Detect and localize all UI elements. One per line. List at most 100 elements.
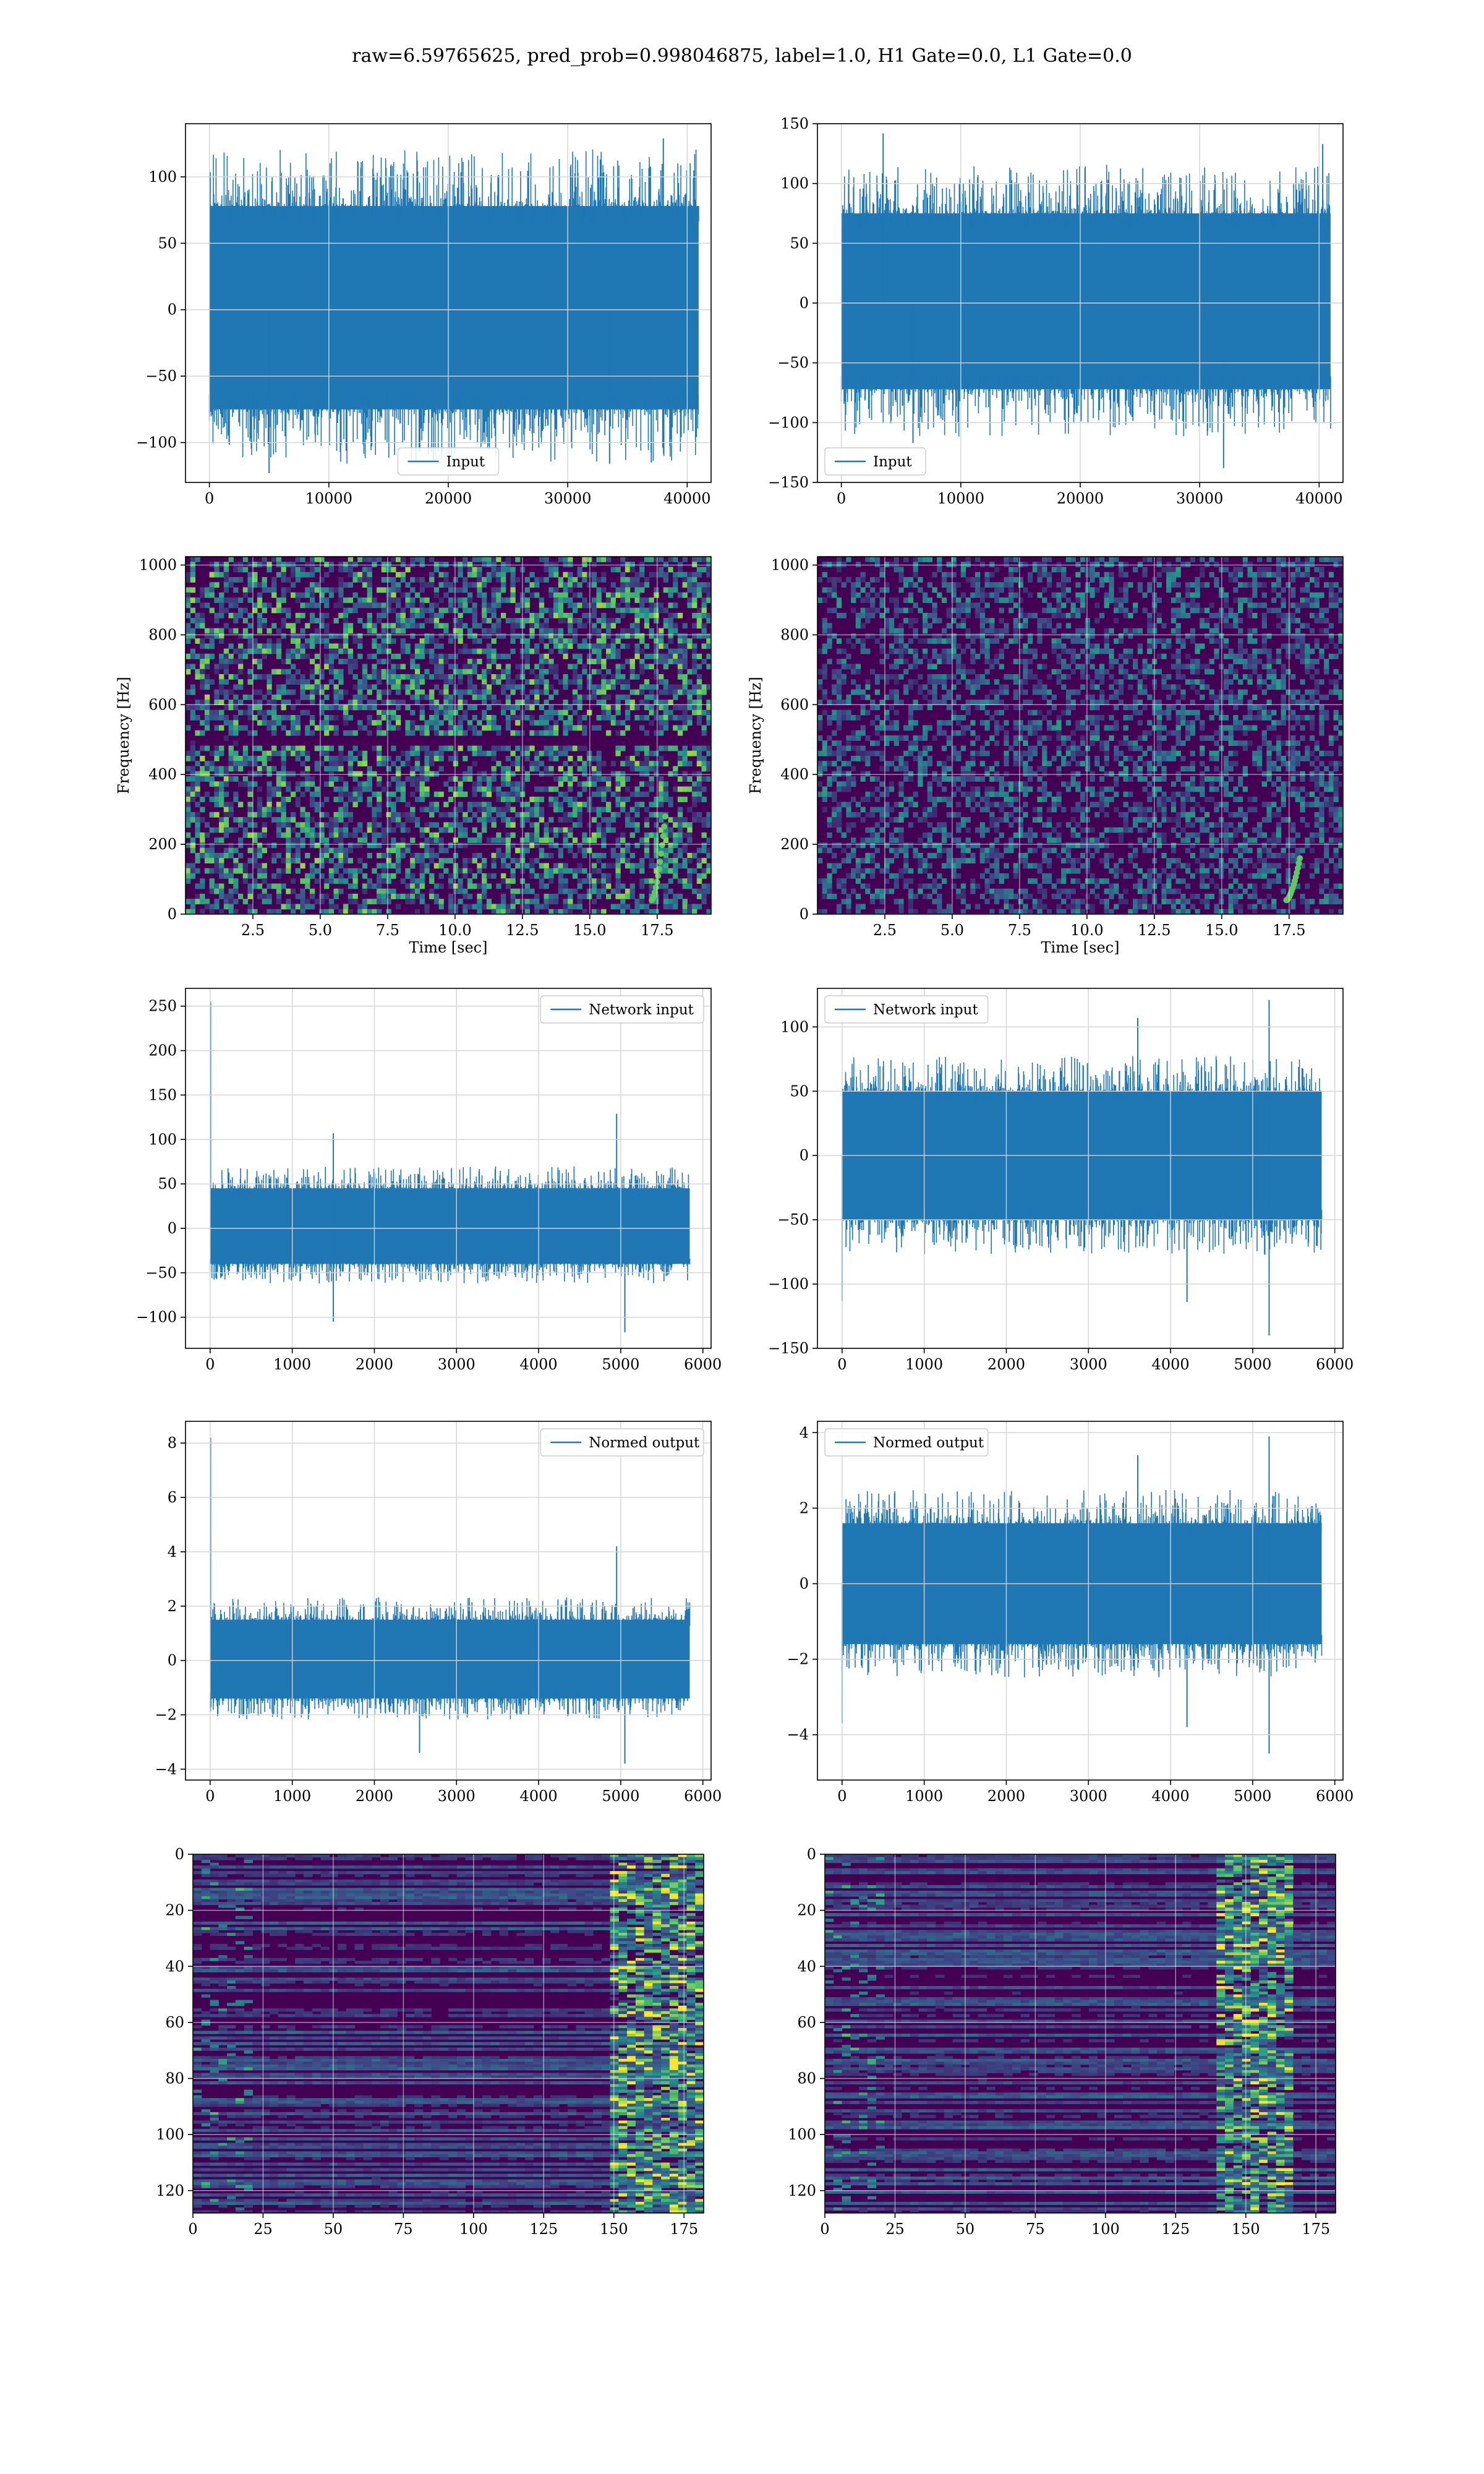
heatmap-cell: [381, 700, 387, 706]
heatmap-cell: [453, 669, 459, 675]
heatmap-cell: [677, 684, 683, 690]
heatmap-cell: [860, 623, 866, 629]
heatmap-cell: [644, 714, 650, 721]
heatmap-cell: [276, 909, 282, 914]
heatmap-cell: [328, 868, 335, 874]
heatmap-cell: [577, 694, 582, 700]
heatmap-cell: [706, 700, 711, 706]
heatmap-cell: [568, 909, 573, 914]
heatmap-cell: [472, 623, 477, 629]
heatmap-cell: [601, 587, 607, 593]
heatmap-cell: [620, 674, 626, 680]
heatmap-cell: [472, 873, 477, 879]
heatmap-cell: [1142, 567, 1148, 573]
heatmap-cell: [505, 562, 511, 568]
heatmap-cell: [654, 802, 659, 808]
heatmap-cell: [491, 638, 497, 644]
heatmap-cell: [309, 797, 315, 802]
heatmap-cell: [682, 571, 688, 578]
heatmap-cell: [1204, 562, 1210, 568]
heatmap-cell: [1042, 571, 1047, 578]
heatmap-cell: [1242, 582, 1248, 588]
heatmap-cell: [381, 709, 387, 716]
heatmap-cell: [682, 648, 688, 654]
heatmap-cell: [438, 750, 444, 756]
heatmap-cell: [367, 597, 372, 603]
heatmap-cell: [477, 868, 482, 874]
heatmap-cell: [276, 771, 282, 777]
heatmap-cell: [453, 776, 459, 782]
heatmap-cell: [696, 587, 702, 593]
heatmap-cell: [529, 648, 535, 654]
heatmap-cell: [352, 633, 358, 639]
heatmap-cell: [195, 883, 200, 889]
heatmap-cell: [348, 557, 354, 562]
heatmap-cell: [654, 837, 659, 843]
heatmap-cell: [257, 582, 263, 588]
heatmap-cell: [472, 557, 477, 562]
heatmap-cell: [610, 582, 616, 588]
heatmap-cell: [482, 607, 487, 614]
heatmap-cell: [309, 562, 315, 568]
heatmap-cell: [639, 562, 645, 568]
heatmap-cell: [219, 612, 224, 618]
heatmap-cell: [252, 822, 258, 828]
heatmap-cell: [377, 822, 382, 828]
heatmap-cell: [486, 659, 492, 664]
heatmap-cell: [505, 776, 511, 782]
heatmap-cell: [615, 638, 621, 644]
heatmap-cell: [851, 607, 856, 614]
heatmap-cell: [486, 653, 492, 659]
heatmap-cell: [701, 761, 707, 767]
heatmap-cell: [419, 858, 425, 864]
heatmap-cell: [271, 766, 277, 772]
heatmap-cell: [443, 811, 449, 818]
heatmap-cell: [1238, 571, 1243, 578]
heatmap-cell: [855, 582, 861, 588]
heatmap-cell: [333, 643, 339, 649]
heatmap-cell: [271, 909, 277, 914]
heatmap-cell: [252, 878, 258, 884]
heatmap-cell: [276, 832, 282, 838]
heatmap-cell: [879, 567, 885, 573]
heatmap-cell: [610, 904, 616, 910]
heatmap-cell: [601, 623, 607, 629]
heatmap-cell: [946, 571, 952, 578]
heatmap-cell: [482, 822, 487, 828]
heatmap-cell: [433, 852, 440, 858]
heatmap-cell: [214, 612, 220, 618]
heatmap-cell: [419, 714, 425, 721]
heatmap-cell: [620, 597, 626, 603]
heatmap-cell: [701, 567, 707, 573]
heatmap-cell: [467, 893, 473, 899]
heatmap-cell: [214, 725, 220, 731]
heatmap-cell: [257, 592, 263, 598]
heatmap-cell: [300, 750, 305, 756]
heatmap-cell: [677, 817, 683, 823]
heatmap-cell: [644, 700, 650, 706]
heatmap-cell: [424, 904, 430, 910]
heatmap-cell: [433, 883, 440, 889]
heatmap-cell: [601, 674, 607, 680]
heatmap-cell: [1032, 612, 1038, 618]
heatmap-cell: [544, 659, 549, 664]
heatmap-cell: [348, 909, 354, 914]
heatmap-cell: [391, 567, 396, 573]
heatmap-cell: [352, 745, 358, 751]
heatmap-cell: [238, 607, 244, 614]
heatmap-cell: [352, 868, 358, 874]
heatmap-cell: [548, 909, 554, 914]
heatmap-cell: [682, 643, 688, 649]
heatmap-cell: [1180, 638, 1186, 644]
heatmap-cell: [673, 694, 678, 700]
heatmap-cell: [319, 689, 325, 695]
heatmap-cell: [443, 694, 449, 700]
heatmap-cell: [219, 883, 224, 889]
heatmap-cell: [817, 577, 823, 583]
heatmap-cell: [989, 571, 995, 578]
heatmap-cell: [467, 776, 473, 782]
heatmap-cell: [448, 607, 454, 614]
heatmap-cell: [491, 597, 497, 603]
heatmap-cell: [491, 766, 497, 772]
heatmap-cell: [620, 776, 626, 782]
